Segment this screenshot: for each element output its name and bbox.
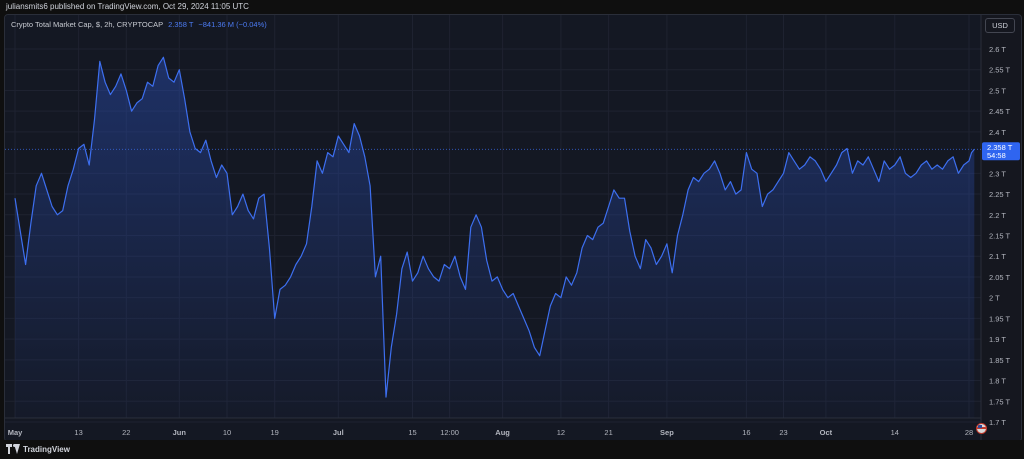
tradingview-logo-text: TradingView [23, 444, 70, 454]
y-tick-label: 2 T [989, 294, 1000, 303]
x-tick-label: 13 [74, 428, 82, 437]
price-badge [982, 142, 1020, 161]
y-tick-label: 1.75 T [989, 397, 1011, 406]
currency-button[interactable]: USD [985, 18, 1015, 33]
area-fill [15, 57, 975, 419]
legend-change: −841.36 M (−0.04%) [198, 20, 267, 29]
x-tick-label: 28 [965, 428, 973, 437]
y-tick-label: 2.4 T [989, 128, 1006, 137]
price-badge-value: 2.358 T [987, 143, 1013, 152]
x-tick-label: 23 [779, 428, 787, 437]
y-tick-label: 1.7 T [989, 418, 1006, 427]
y-tick-label: 1.95 T [989, 314, 1011, 323]
x-tick-label: 19 [271, 428, 279, 437]
x-tick-label: 14 [891, 428, 899, 437]
x-tick-label: Jun [173, 428, 187, 437]
x-tick-label: 16 [742, 428, 750, 437]
y-tick-label: 1.9 T [989, 335, 1006, 344]
legend-symbol-name: Crypto Total Market Cap, $, 2h, CRYPTOCA… [11, 20, 164, 29]
y-tick-label: 1.8 T [989, 377, 1006, 386]
y-tick-label: 2.3 T [989, 169, 1006, 178]
x-tick-label: 22 [122, 428, 130, 437]
us-flag-icon[interactable] [976, 423, 987, 434]
x-tick-label: Oct [820, 428, 833, 437]
y-tick-label: 1.85 T [989, 356, 1011, 365]
price-chart[interactable]: 2.6 T 2.55 T 2.5 T 2.45 T 2.4 T 2.3 T 2.25 T 2.… [5, 15, 1021, 441]
series-line [14, 56, 975, 398]
x-tick-label: May [8, 428, 23, 437]
y-tick-label: 2.55 T [989, 66, 1011, 75]
y-tick-label: 2.25 T [989, 190, 1011, 199]
x-tick-label: 10 [223, 428, 231, 437]
y-tick-label: 2.45 T [989, 107, 1011, 116]
y-tick-label: 2.6 T [989, 45, 1006, 54]
y-tick-label: 2.2 T [989, 211, 1006, 220]
price-badge-countdown: 54:58 [987, 151, 1006, 160]
chart-panel[interactable]: Crypto Total Market Cap, $, 2h, CRYPTOCA… [4, 14, 1022, 442]
y-tick-label: 2.05 T [989, 273, 1011, 282]
x-tick-label: Sep [660, 428, 674, 437]
x-tick-label: 12 [557, 428, 565, 437]
x-tick-label: Jul [333, 428, 344, 437]
y-tick-label: 2.1 T [989, 252, 1006, 261]
x-tick-label: 12:00 [440, 428, 459, 437]
tradingview-logo-icon [6, 444, 20, 454]
x-tick-label: Aug [495, 428, 510, 437]
symbol-legend[interactable]: Crypto Total Market Cap, $, 2h, CRYPTOCA… [11, 20, 267, 29]
publisher-credit: juliansmits6 published on TradingView.co… [6, 2, 249, 11]
x-tick-label: 21 [604, 428, 612, 437]
legend-last-value: 2.358 T [168, 20, 194, 29]
footer-bar: TradingView [0, 440, 1024, 459]
y-tick-label: 2.15 T [989, 232, 1011, 241]
y-tick-label: 2.5 T [989, 86, 1006, 95]
x-tick-label: 15 [408, 428, 416, 437]
tradingview-logo[interactable]: TradingView [6, 444, 70, 454]
top-bar: juliansmits6 published on TradingView.co… [0, 0, 1024, 14]
